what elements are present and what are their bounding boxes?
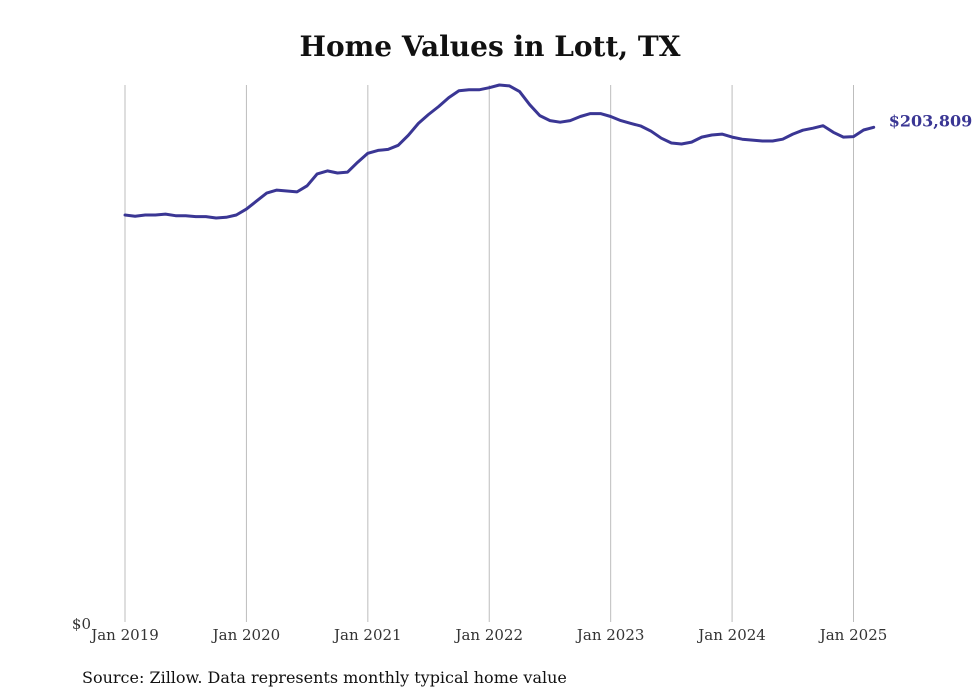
source-note: Source: Zillow. Data represents monthly …	[82, 668, 567, 687]
chart-title: Home Values in Lott, TX	[299, 30, 681, 63]
y-tick-label: $0	[72, 615, 91, 633]
x-tick-label: Jan 2019	[89, 626, 159, 644]
x-tick-label: Jan 2021	[332, 626, 402, 644]
x-tick-label: Jan 2025	[818, 626, 888, 644]
x-tick-label: Jan 2022	[453, 626, 523, 644]
end-value-label: $203,809	[889, 111, 973, 130]
x-tick-label: Jan 2023	[575, 626, 645, 644]
x-tick-label: Jan 2024	[696, 626, 766, 644]
line-chart: Jan 2019 Jan 2020 Jan 2021 Jan 2022 Jan 2023…	[72, 83, 973, 644]
series-line	[123, 83, 876, 220]
x-tick-label: Jan 2020	[211, 626, 281, 644]
